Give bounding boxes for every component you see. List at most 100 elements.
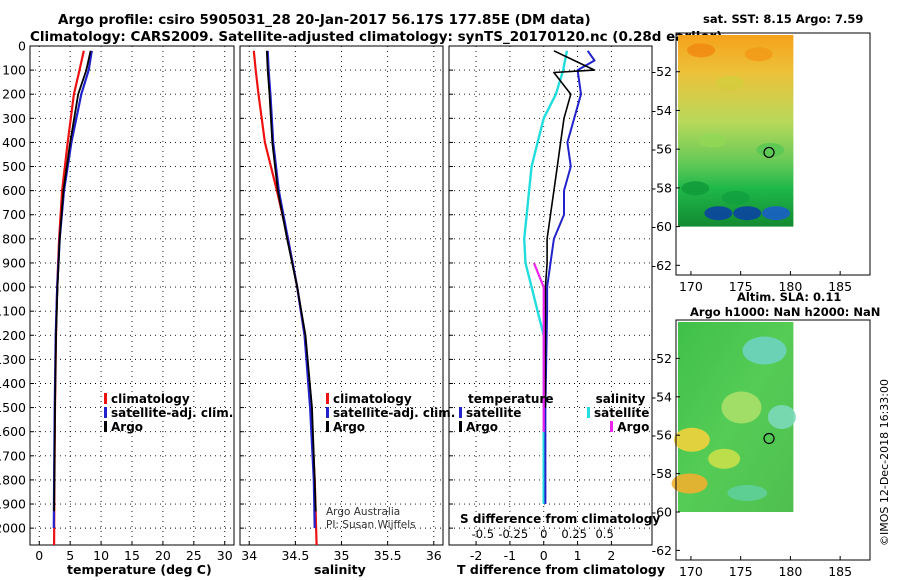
map-y-tick-label: -58	[652, 180, 672, 195]
profile-panel-1: 34 34.5 35 35.5 36	[239, 45, 444, 563]
series-temperature-satellite	[544, 50, 596, 504]
diff-legend-sal-title: salinity	[595, 392, 646, 406]
sla-texture-blob	[671, 473, 708, 494]
depth-tick-label: 1100	[0, 304, 26, 319]
map-x-tick-label: 180	[778, 564, 802, 579]
sla-texture-blob	[727, 485, 768, 501]
title-line-2: Climatology: CARS2009. Satellite-adjuste…	[30, 29, 723, 45]
temp-legend-argo: Argo	[104, 420, 233, 434]
diff-legend-temp-title: temperature	[468, 392, 554, 406]
s-tick-label: 0.25	[561, 527, 587, 541]
sst-frame	[675, 32, 871, 276]
x-tick-label: 0	[540, 548, 548, 563]
map-y-tick-label: -62	[652, 258, 672, 273]
credit-line-2: PI: Susan Wijffels	[326, 519, 416, 531]
s-tick-label: 0	[540, 527, 547, 541]
diff-legend-salinity: salinity satellite Argo	[587, 392, 649, 434]
map-x-tick-label: 170	[679, 564, 703, 579]
x-tick-label: 2	[607, 548, 615, 563]
difference-xlabel: T difference from climatology	[457, 562, 666, 577]
sst-texture-blob	[715, 75, 744, 90]
depth-tick-label: 400	[2, 135, 26, 150]
temp-legend: climatology satellite-adj. clim. Argo	[104, 392, 233, 434]
depth-tick-label: 1500	[0, 400, 26, 415]
sst-texture-blob	[756, 142, 785, 157]
sst-texture-blob	[744, 47, 773, 62]
x-tick-label: 1	[574, 548, 582, 563]
map-x-tick-label: 185	[828, 279, 852, 294]
argo-position-marker	[763, 432, 775, 445]
sst-texture-blob	[762, 206, 791, 221]
argo-position-marker	[763, 146, 775, 159]
series-salinity-satellite	[523, 50, 569, 504]
map-y-tick-label: -56	[652, 428, 672, 443]
map-y-tick-label: -60	[652, 505, 672, 520]
credit-line-1: Argo Australia	[326, 506, 401, 518]
panel-frame	[29, 45, 235, 546]
temperature-xlabel: temperature (deg C)	[67, 562, 212, 577]
depth-tick-label: 100	[2, 63, 26, 78]
depth-tick-label: 700	[2, 207, 26, 222]
s-tick-label: -0.5	[472, 527, 494, 541]
x-tick-label: -1	[504, 548, 516, 563]
map-y-tick-label: -52	[652, 64, 672, 79]
depth-tick-label: 1400	[0, 376, 26, 391]
sla-texture-blob	[708, 448, 741, 469]
sst-map: 170 175 180 185 -52 -54 -56 -58 -60 -62	[652, 32, 871, 294]
x-tick-label: 35.5	[374, 548, 402, 563]
depth-tick-label: 300	[2, 111, 26, 126]
map-y-tick-label: -52	[652, 351, 672, 366]
salinity-xlabel: salinity	[314, 562, 366, 577]
sst-texture-blob	[733, 206, 762, 221]
diff-legend-sal-argo: Argo	[587, 420, 649, 434]
sst-texture-blob	[721, 190, 750, 205]
s-tick-label: 0.5	[595, 527, 613, 541]
depth-tick-label: 1700	[0, 448, 26, 463]
diff-legend-temperature: temperature satellite Argo	[459, 392, 553, 434]
map-y-tick-label: -62	[652, 543, 672, 558]
profile-panel-0: 0 5 10 15 20 25 30	[29, 45, 235, 563]
x-tick-label: 34	[241, 548, 257, 563]
depth-tick-label: 800	[2, 231, 26, 246]
map-y-tick-label: -60	[652, 219, 672, 234]
x-tick-label: 10	[93, 548, 109, 563]
map-x-tick-label: 180	[778, 279, 802, 294]
depth-tick-label: 0	[18, 39, 26, 54]
s-tick-label: -0.25	[498, 527, 528, 541]
sal-legend: climatology satellite-adj. clim. Argo	[326, 392, 455, 434]
depth-tick-label: 1600	[0, 424, 26, 439]
sla-map-subtitle: Argo h1000: NaN h2000: NaN	[690, 305, 881, 319]
sla-texture-blob	[767, 405, 796, 429]
sla-map: 170 175 180 185 -52 -54 -56 -58 -60 -62	[652, 319, 871, 579]
diff-legend-sal-satellite: satellite	[587, 406, 649, 420]
sal-legend-satellite: satellite-adj. clim.	[326, 406, 455, 420]
map-x-tick-label: 175	[729, 279, 753, 294]
sst-texture-blob	[681, 181, 710, 196]
title-line-1: Argo profile: csiro 5905031_28 20-Jan-20…	[58, 12, 591, 28]
depth-tick-label: 1000	[0, 280, 26, 295]
depth-tick-label: 900	[2, 255, 26, 270]
timestamp: ©IMOS 12-Dec-2018 16:33:00	[878, 379, 891, 546]
depth-tick-label: 2000	[0, 521, 26, 536]
x-tick-label: 36	[426, 548, 442, 563]
depth-tick-label: 200	[2, 87, 26, 102]
x-tick-label: 25	[186, 548, 202, 563]
panel-frame	[448, 45, 653, 546]
sla-texture-blob	[673, 427, 710, 452]
profile-panel-2: -2 -1 0 1 2	[448, 45, 653, 563]
diff-legend-temp-argo: Argo	[459, 420, 553, 434]
sla-frame	[675, 319, 871, 561]
x-tick-label: 0	[35, 548, 43, 563]
s-difference-label: S difference from climatology	[460, 512, 661, 526]
series-climatology	[53, 50, 85, 546]
x-tick-label: -2	[470, 548, 482, 563]
depth-tick-label: 500	[2, 159, 26, 174]
x-tick-label: 34.5	[281, 548, 309, 563]
depth-tick-label: 1900	[0, 497, 26, 512]
sst-map-title: sat. SST: 8.15 Argo: 7.59	[703, 12, 864, 26]
temp-legend-satellite: satellite-adj. clim.	[104, 406, 233, 420]
series-satellite-adj-clim-	[266, 50, 316, 529]
depth-tick-label: 1800	[0, 472, 26, 487]
sla-map-title: Altim. SLA: 0.11	[737, 290, 842, 304]
